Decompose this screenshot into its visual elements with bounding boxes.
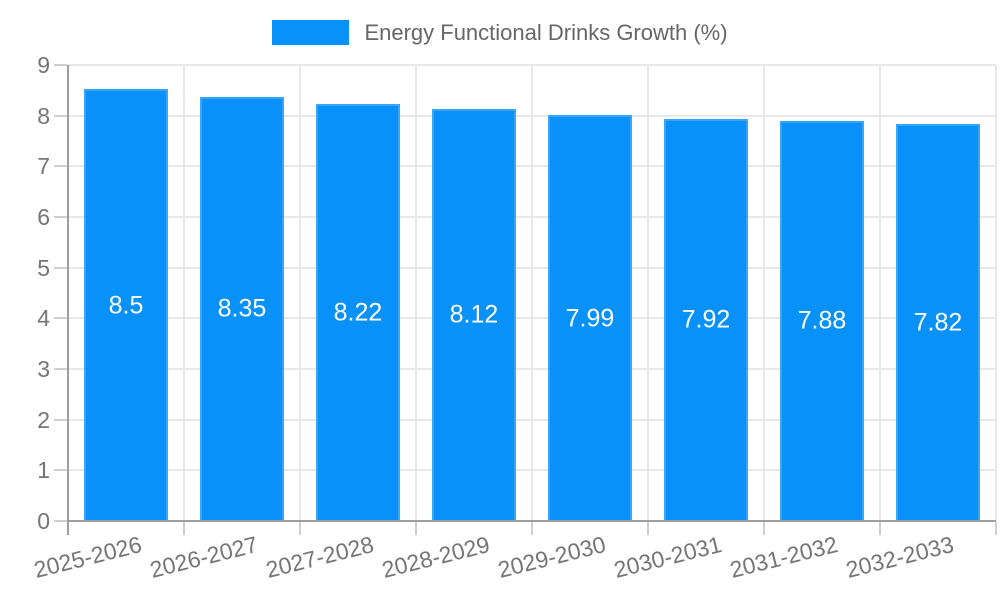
y-tick-label: 5 [37,254,50,281]
y-tick-mark [54,165,67,168]
bar[interactable]: 8.12 [432,108,516,520]
x-tick-mark [183,522,185,535]
gridline [415,65,417,521]
y-tick-mark [54,114,67,117]
y-tick-label: 6 [37,204,50,230]
chart-legend[interactable]: Energy Functional Drinks Growth (%) [0,20,1000,45]
bar-value-label: 8.22 [333,298,383,327]
x-tick-mark [415,522,417,535]
y-tick-mark [54,266,67,269]
gridline [531,65,533,521]
y-tick-label: 9 [37,52,50,78]
bar-value-label: 8.12 [449,300,499,329]
gridline [647,65,649,521]
gridline [183,65,185,521]
y-tick-label: 2 [37,406,50,433]
y-tick-mark [54,418,67,421]
y-axis-line [67,65,69,535]
y-tick-mark [54,469,67,472]
x-tick-mark [763,522,765,535]
y-tick-mark [54,216,67,218]
y-tick-label: 4 [37,305,50,332]
bar[interactable]: 8.5 [84,89,168,520]
x-tick-mark [879,522,881,535]
gridline [995,65,997,521]
gridline [879,65,881,521]
bar-value-label: 7.92 [681,305,731,334]
bar[interactable]: 7.88 [780,120,864,520]
bar-value-label: 8.35 [217,294,267,323]
x-tick-mark [299,522,301,535]
x-axis-line [67,520,996,522]
bar[interactable]: 7.82 [896,123,980,520]
bar[interactable]: 8.22 [316,103,400,520]
bar-value-label: 7.88 [797,306,847,335]
y-tick-mark [54,368,67,370]
legend-label: Energy Functional Drinks Growth (%) [364,20,728,45]
gridline [763,65,765,521]
bar[interactable]: 8.35 [200,96,284,520]
bar-value-label: 8.5 [108,291,144,320]
x-tick-mark [995,522,997,535]
gridline [299,65,301,521]
bar-value-label: 7.99 [565,304,615,333]
bar[interactable]: 7.99 [548,115,632,520]
x-tick-mark [531,522,533,535]
y-tick-mark [54,64,67,66]
y-tick-label: 7 [37,153,50,180]
y-tick-label: 3 [37,356,50,382]
bar-value-label: 7.82 [913,308,963,337]
y-tick-mark [54,317,67,320]
bar[interactable]: 7.92 [664,118,748,520]
y-tick-mark [54,520,67,522]
y-tick-label: 0 [37,508,50,534]
y-tick-label: 8 [37,102,50,129]
legend-swatch-icon [272,20,350,45]
y-tick-label: 1 [37,457,50,484]
x-tick-mark [647,522,649,535]
